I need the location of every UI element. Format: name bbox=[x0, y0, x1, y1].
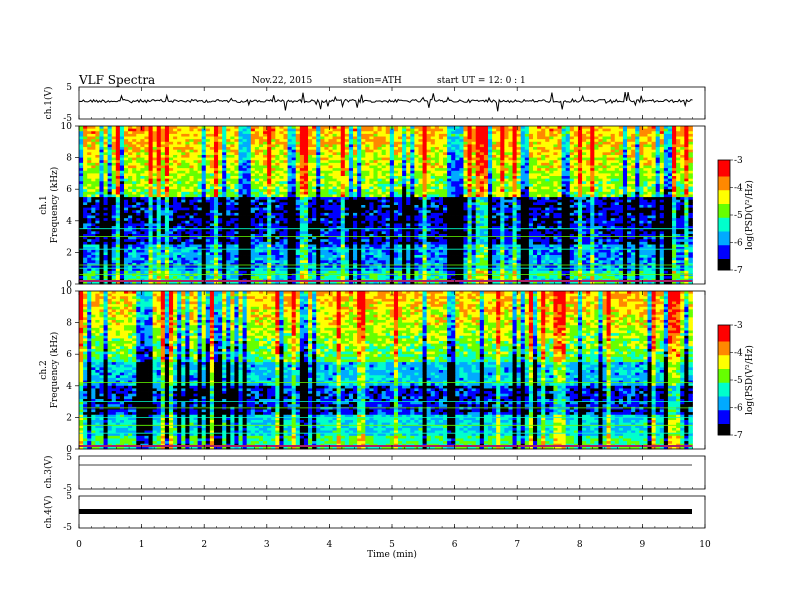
spectrogram-ytick: 6 bbox=[66, 350, 72, 360]
x-tick-label: 8 bbox=[577, 540, 583, 550]
ch2-colorbar: -3 -4 -5 -6 -7 log(PSD(V²/Hz) bbox=[717, 321, 755, 441]
ch1-waveform-line bbox=[78, 92, 693, 112]
ch1-spectrogram-ylabel-frequency: Frequency (kHz) bbox=[49, 167, 60, 244]
x-tick-label: 3 bbox=[264, 540, 270, 550]
ch2-spectrogram-ylabel-channel: ch.2 bbox=[39, 360, 49, 379]
ch4-waveform-panel: 5 -5 ch.4(V) bbox=[43, 492, 706, 533]
ch1-waveform-frame bbox=[78, 86, 706, 120]
ch1-waveform-trace bbox=[78, 92, 693, 112]
spectrogram-ytick: 2 bbox=[66, 248, 72, 258]
ch1-colorbar: -3 -4 -5 -6 -7 log(PSD(V²/Hz) bbox=[717, 156, 755, 276]
x-tick-label: 1 bbox=[139, 540, 145, 550]
spectrogram-ytick: 2 bbox=[66, 413, 72, 423]
x-tick-label: 2 bbox=[201, 540, 207, 550]
ch4-ytick-top: 5 bbox=[66, 492, 72, 502]
spectrogram-ytick: 6 bbox=[66, 185, 72, 195]
ch2-spectrogram-panel: 0 2 4 6 8 10 ch.2 Frequency (kHz) bbox=[39, 287, 706, 455]
ch1-ytick-bottom: -5 bbox=[63, 114, 72, 124]
ch1-spectrogram-panel: 0 2 4 6 8 10 ch.1 Frequency (kHz) bbox=[39, 122, 706, 290]
colorbar-tick: -5 bbox=[734, 376, 743, 386]
ch1-ylabel: ch.1(V) bbox=[43, 87, 54, 120]
spectrogram-ytick: 10 bbox=[61, 122, 73, 132]
spectrogram-ytick: 8 bbox=[66, 154, 72, 164]
x-tick-label: 6 bbox=[452, 540, 458, 550]
colorbar-tick: -4 bbox=[734, 349, 743, 359]
x-axis-tick-labels: 0 1 2 3 4 5 6 7 8 9 10 bbox=[76, 540, 711, 550]
x-tick-label: 5 bbox=[389, 540, 395, 550]
colorbar-tick: -5 bbox=[734, 211, 743, 221]
colorbar-tick: -7 bbox=[734, 266, 743, 276]
ch4-ylabel: ch.4(V) bbox=[43, 496, 54, 529]
spectrogram-ytick: 0 bbox=[66, 445, 72, 455]
ch2-colorbar-label: log(PSD(V²/Hz) bbox=[744, 345, 755, 415]
x-tick-label: 9 bbox=[640, 540, 646, 550]
colorbar-tick: -7 bbox=[734, 431, 743, 441]
spectrogram-ytick: 0 bbox=[66, 280, 72, 290]
ch3-ytick-top: 5 bbox=[66, 453, 72, 463]
station-label: station=ATH bbox=[343, 76, 402, 86]
colorbar-tick: -6 bbox=[734, 239, 743, 249]
x-tick-label: 10 bbox=[699, 540, 711, 550]
x-axis-label: Time (min) bbox=[367, 549, 417, 560]
x-tick-label: 0 bbox=[76, 540, 82, 550]
ch3-ytick-bottom: -5 bbox=[63, 484, 72, 494]
x-axis-ticks bbox=[78, 87, 706, 528]
ch2-spectrogram-cells bbox=[79, 291, 693, 450]
colorbar-tick: -4 bbox=[734, 184, 743, 194]
figure-title: VLF Spectra bbox=[78, 73, 155, 87]
x-tick-label: 7 bbox=[514, 540, 520, 550]
colorbar-tick: -3 bbox=[734, 321, 743, 331]
ch3-waveform-frame bbox=[78, 455, 706, 490]
ch1-spectrogram-ylabel-channel: ch.1 bbox=[39, 195, 49, 214]
spectrogram-ytick: 8 bbox=[66, 319, 72, 329]
ch1-colorbar-label: log(PSD(V²/Hz) bbox=[744, 180, 755, 250]
start-time-label: start UT = 12: 0 : 1 bbox=[437, 76, 526, 86]
ch3-waveform-panel: 5 -5 ch.3(V) bbox=[43, 453, 706, 494]
ch3-ylabel: ch.3(V) bbox=[43, 456, 54, 489]
ch2-spectrogram-ylabel-frequency: Frequency (kHz) bbox=[49, 332, 60, 409]
ch1-ytick-top: 5 bbox=[66, 83, 72, 93]
x-tick-label: 4 bbox=[327, 540, 333, 550]
ch1-spectrogram-cells bbox=[79, 126, 693, 285]
ch4-ytick-bottom: -5 bbox=[63, 523, 72, 533]
colorbar-tick: -3 bbox=[734, 156, 743, 166]
date-label: Nov.22, 2015 bbox=[252, 76, 313, 86]
spectrogram-ytick: 4 bbox=[66, 217, 72, 227]
spectrogram-ytick: 4 bbox=[66, 382, 72, 392]
ch1-waveform-panel: 5 -5 ch.1(V) bbox=[43, 83, 706, 124]
ch4-waveform-trace bbox=[79, 509, 692, 514]
colorbar-tick: -6 bbox=[734, 404, 743, 414]
spectrogram-ytick: 10 bbox=[61, 287, 73, 297]
